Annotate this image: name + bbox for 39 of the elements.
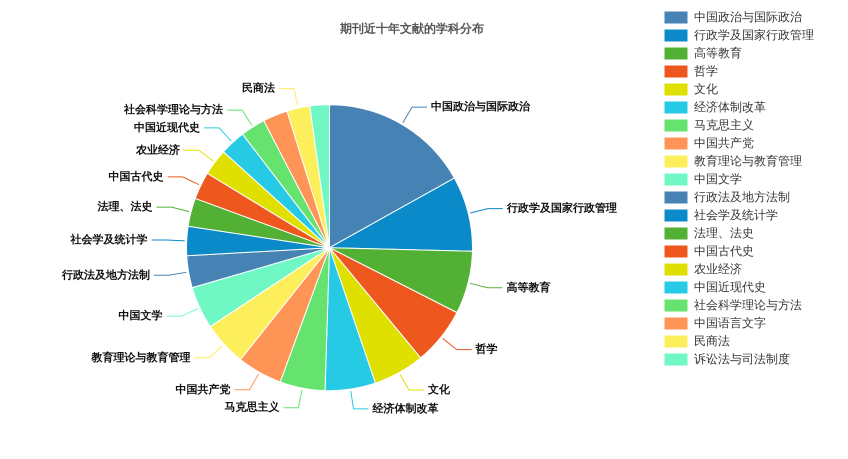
legend-label: 行政学及国家行政管理 xyxy=(694,28,814,42)
slice-label: 社会科学理论与方法 xyxy=(123,103,224,116)
legend-label: 高等教育 xyxy=(694,46,742,60)
slice-label: 经济体制改革 xyxy=(371,402,438,415)
legend-label: 中国文学 xyxy=(694,172,742,186)
legend-label: 中国近现代史 xyxy=(694,280,766,294)
slice-label: 民商法 xyxy=(242,82,275,95)
legend-label: 中国古代史 xyxy=(694,244,754,258)
legend-label: 哲学 xyxy=(694,64,718,78)
slice-label: 中国共产党 xyxy=(176,382,231,396)
slice-label: 哲学 xyxy=(474,342,498,356)
legend-label: 社会科学理论与方法 xyxy=(694,298,802,312)
legend-label: 法理、法史 xyxy=(694,226,754,240)
slice-label: 教育理论与教育管理 xyxy=(90,350,190,364)
legend-label: 马克思主义 xyxy=(694,118,754,132)
slice-label: 中国古代史 xyxy=(108,170,164,183)
slice-label: 行政法及地方法制 xyxy=(60,268,150,282)
legend-label: 文化 xyxy=(694,82,718,96)
legend-label: 中国共产党 xyxy=(694,136,754,150)
legend-label: 诉讼法与司法制度 xyxy=(694,352,790,366)
legend-label: 民商法 xyxy=(694,334,730,348)
slice-label: 社会学及统计学 xyxy=(70,233,148,246)
slice-label: 高等教育 xyxy=(506,280,551,294)
legend-label: 社会学及统计学 xyxy=(694,208,778,222)
slice-label: 行政学及国家行政管理 xyxy=(506,202,617,215)
legend-label: 经济体制改革 xyxy=(694,100,766,114)
slice-label: 农业经济 xyxy=(134,143,180,156)
legend-label: 农业经济 xyxy=(694,262,742,276)
text: 期刊近十年文献的学科分布 xyxy=(339,22,484,36)
legend-label: 中国语言文字 xyxy=(694,316,766,330)
slice-label: 中国近现代史 xyxy=(134,120,200,134)
legend-label: 行政法及地方法制 xyxy=(694,190,790,204)
legend-label: 中国政治与国际政治 xyxy=(694,10,802,24)
slice-label: 文化 xyxy=(426,383,451,396)
slice-label: 法理、法史 xyxy=(96,200,153,214)
legend-label: 教育理论与教育管理 xyxy=(694,154,802,168)
slice-label: 马克思主义 xyxy=(224,400,280,414)
slice-label: 中国政治与国际政治 xyxy=(431,100,532,114)
slice-label: 中国文学 xyxy=(118,309,163,322)
